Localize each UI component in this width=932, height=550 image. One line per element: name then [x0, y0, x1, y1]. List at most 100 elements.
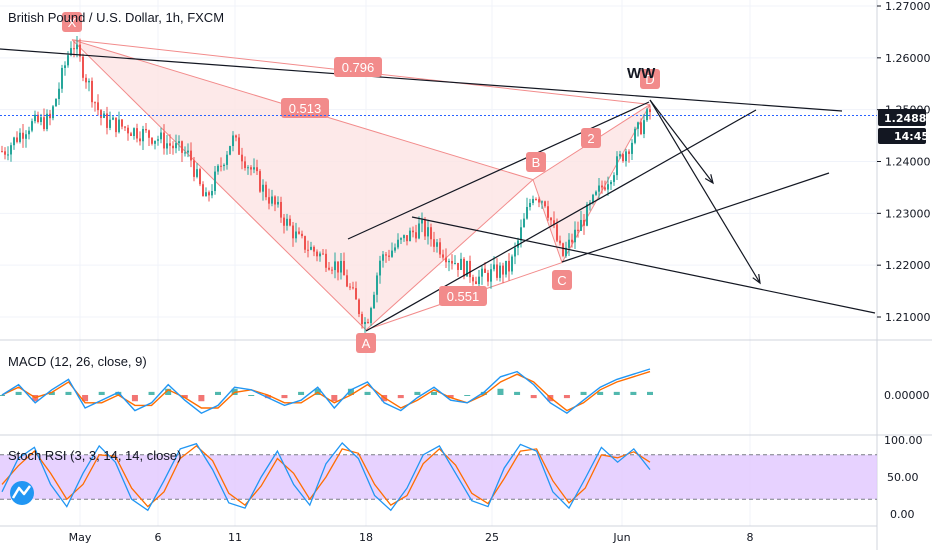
trend-line [365, 109, 757, 332]
candle-body [37, 114, 39, 123]
candle-body [625, 151, 627, 162]
projection-arrow-line [649, 99, 714, 184]
tradingview-logo-icon[interactable] [10, 481, 34, 505]
candle-body [148, 130, 150, 138]
candle-body [337, 261, 339, 273]
macd-histogram-bar [15, 391, 22, 395]
candle-body [517, 240, 519, 248]
trend-drawings[interactable] [0, 48, 876, 332]
candle-body [544, 201, 546, 207]
candle-body [142, 128, 144, 142]
candle-body [364, 321, 366, 325]
candle-body [343, 260, 345, 276]
ww-label: WW [627, 65, 656, 82]
candle-body [415, 232, 417, 239]
candle-body [631, 142, 633, 154]
candle-body [205, 192, 207, 197]
candle-body [97, 102, 99, 111]
candle-body [520, 227, 522, 241]
pattern-tag-bg [640, 69, 660, 89]
stoch-rsi-d-line [1, 445, 651, 508]
candle-body [34, 114, 36, 122]
candle-body [616, 156, 618, 176]
candle-body [577, 229, 579, 231]
candle-body [181, 141, 183, 153]
candle-body [352, 287, 354, 289]
candle-body [496, 264, 498, 278]
candle-body [85, 77, 87, 83]
pattern-tag-bg [62, 12, 82, 32]
candle-body [64, 65, 66, 68]
candle-body [232, 135, 234, 147]
macd-histogram-bar [98, 391, 105, 395]
candle-body [466, 260, 468, 277]
candle-body [460, 258, 462, 270]
candle-body [139, 138, 141, 142]
candle-body [13, 137, 15, 146]
candle-body [529, 202, 531, 207]
candle-body [319, 253, 321, 257]
candle-body [40, 117, 42, 123]
candle-body [19, 132, 21, 142]
candle-body [175, 143, 177, 149]
candle-body [322, 253, 324, 255]
candle-body [61, 67, 63, 89]
candle-body [571, 239, 573, 243]
candle-body [16, 137, 18, 142]
time-axis[interactable]: May 6 11 18 25 Jun 8 [69, 531, 754, 544]
price-axis[interactable]: 1.270001.260001.250001.240001.230001.220… [877, 0, 931, 324]
candle-body [10, 145, 12, 155]
candle-body [367, 321, 369, 323]
projection-arrow-head [752, 274, 761, 285]
candle-body [28, 130, 30, 135]
candle-body [403, 235, 405, 239]
candle-body [55, 99, 57, 107]
candle-body [112, 117, 114, 120]
macd-histogram-bar [82, 395, 89, 402]
candle-body [472, 277, 474, 282]
candle-body [289, 218, 291, 226]
candle-body [373, 294, 375, 309]
candle-body [151, 137, 153, 144]
candle-body [214, 171, 216, 192]
candle-body [271, 196, 273, 204]
pattern-tag-label: 0.551 [447, 289, 480, 304]
candle-body [643, 120, 645, 135]
stoch-tick-0: 0.00 [890, 508, 915, 521]
candle-body [7, 154, 9, 156]
stoch-rsi-title: Stoch RSI (3, 3, 14, 14, close) [8, 448, 181, 463]
pattern-tag-bg [552, 270, 572, 290]
candle-body [241, 154, 243, 162]
candle-body [421, 219, 423, 224]
macd-histogram-bar [431, 391, 437, 395]
candle-body [637, 122, 639, 129]
price-tick-label: 1.22000 [885, 259, 931, 272]
macd-histogram-bar [215, 391, 221, 395]
candle-body [91, 80, 93, 103]
macd-line [1, 368, 651, 415]
candle-body [388, 255, 390, 257]
candle-body [178, 141, 180, 144]
candle-body [553, 220, 555, 225]
candle-body [394, 247, 396, 251]
candle-body [118, 119, 120, 133]
pattern-leg [532, 179, 563, 263]
candle-body [436, 242, 438, 247]
candle-body [328, 267, 330, 270]
candle-body [193, 160, 195, 177]
candle-body [568, 239, 570, 248]
macd-histogram-bar [48, 391, 55, 395]
candle-body [346, 275, 348, 287]
candle-body [424, 219, 426, 237]
pattern-tag-label: A [362, 336, 371, 351]
candle-body [463, 258, 465, 277]
candle-body [115, 117, 117, 133]
pattern-tags: X 0.513 0.796 A B 0.551 C 2 D [62, 12, 660, 353]
candle-body [475, 281, 477, 285]
macd-histogram-bar [480, 391, 487, 395]
macd-histogram-bar [464, 395, 471, 396]
candle-body [391, 250, 393, 257]
main-chart-title: British Pound / U.S. Dollar, 1h, FXCM [8, 10, 224, 25]
candle-body [613, 175, 615, 182]
